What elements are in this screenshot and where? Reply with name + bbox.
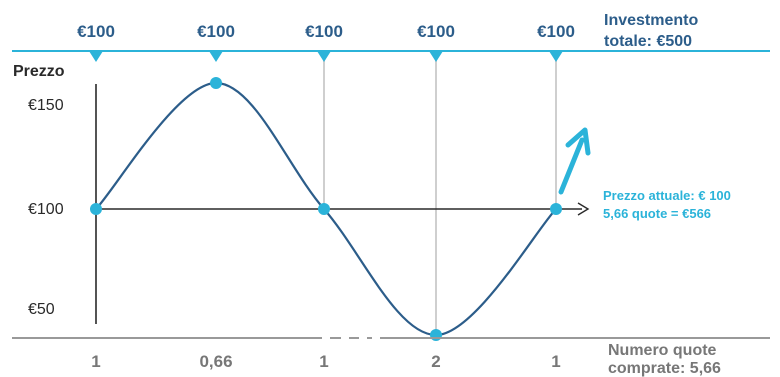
top-amount-4: €100: [537, 22, 575, 41]
y-tick-labels: €150 €100 €50: [28, 97, 64, 318]
y-tick-100: €100: [28, 201, 64, 218]
top-marker-1: [209, 51, 223, 62]
y-axis-label: Prezzo: [13, 63, 65, 80]
price-point-2: [318, 203, 330, 215]
current-price-annotation: Prezzo attuale: € 100 5,66 quote = €566: [603, 188, 731, 221]
trend-arrow: [558, 137, 585, 195]
y-tick-150: €150: [28, 97, 64, 114]
top-amount-labels: €100 €100 €100 €100 €100: [77, 22, 575, 41]
price-point-3: [430, 329, 442, 341]
top-amount-3: €100: [417, 22, 455, 41]
bottom-total-line-1: Numero quote: [608, 342, 717, 359]
bottom-total-line-2: comprate: 5,66: [608, 360, 721, 377]
top-amount-2: €100: [305, 22, 343, 41]
top-marker-3: [429, 51, 443, 62]
top-total-line-2: totale: €500: [604, 33, 692, 50]
trend-arrowhead: [565, 127, 591, 156]
top-marker-0: [89, 51, 103, 62]
annotation-line-1: Prezzo attuale: € 100: [603, 188, 731, 203]
guide-lines: [323, 51, 557, 335]
top-marker-4: [549, 51, 563, 62]
quote-1: 0,66: [199, 352, 232, 371]
quote-3: 2: [431, 352, 440, 371]
top-markers: [89, 51, 563, 62]
bottom-quote-labels: 1 0,66 1 2 1: [91, 352, 560, 371]
quote-2: 1: [319, 352, 328, 371]
top-amount-0: €100: [77, 22, 115, 41]
price-points: [90, 77, 562, 341]
annotation-line-2: 5,66 quote = €566: [603, 206, 711, 221]
price-point-0: [90, 203, 102, 215]
y-tick-50: €50: [28, 301, 55, 318]
price-point-4: [550, 203, 562, 215]
bottom-total-label: Numero quote comprate: 5,66: [608, 342, 721, 377]
top-amount-1: €100: [197, 22, 235, 41]
baseline-arrowhead: [577, 202, 590, 216]
top-total-line-1: Investmento: [604, 12, 698, 29]
quote-0: 1: [91, 352, 100, 371]
price-point-1: [210, 77, 222, 89]
top-marker-2: [317, 51, 331, 62]
quote-4: 1: [551, 352, 560, 371]
top-total-label: Investmento totale: €500: [604, 12, 698, 50]
